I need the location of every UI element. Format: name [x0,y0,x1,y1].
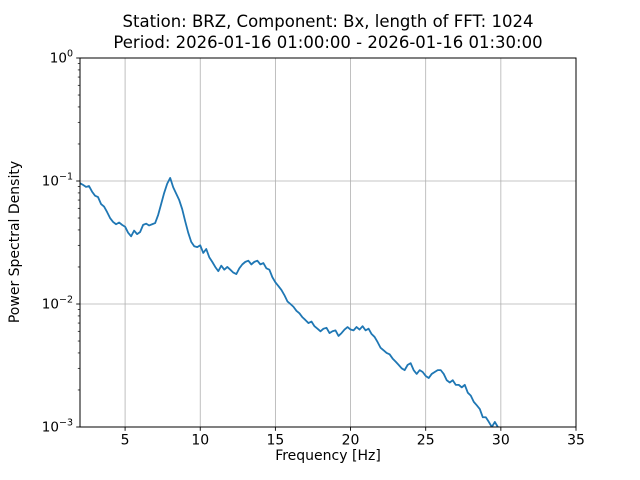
figure-title-line1: Station: BRZ, Component: Bx, length of F… [122,12,534,31]
figure-title-line2: Period: 2026-01-16 01:00:00 - 2026-01-16… [113,32,543,52]
x-tick-label: 35 [567,433,585,449]
x-tick-label: 20 [342,433,360,449]
y-tick-label: 100 [50,49,73,67]
x-tick-label: 10 [191,433,209,449]
x-tick-label: 5 [121,433,130,449]
psd-curve [80,176,499,427]
x-tick-label: 25 [417,433,435,449]
y-tick-label: 10−1 [42,172,73,190]
x-tick-label: 15 [266,433,284,449]
y-tick-label: 10−3 [42,418,73,436]
x-axis-label: Frequency [Hz] [275,448,381,464]
plot-border [79,57,577,428]
y-tick-label: 10−2 [42,295,73,313]
x-tick-label: 30 [492,433,510,449]
figure-title: Station: BRZ, Component: Bx, length of F… [80,12,576,53]
